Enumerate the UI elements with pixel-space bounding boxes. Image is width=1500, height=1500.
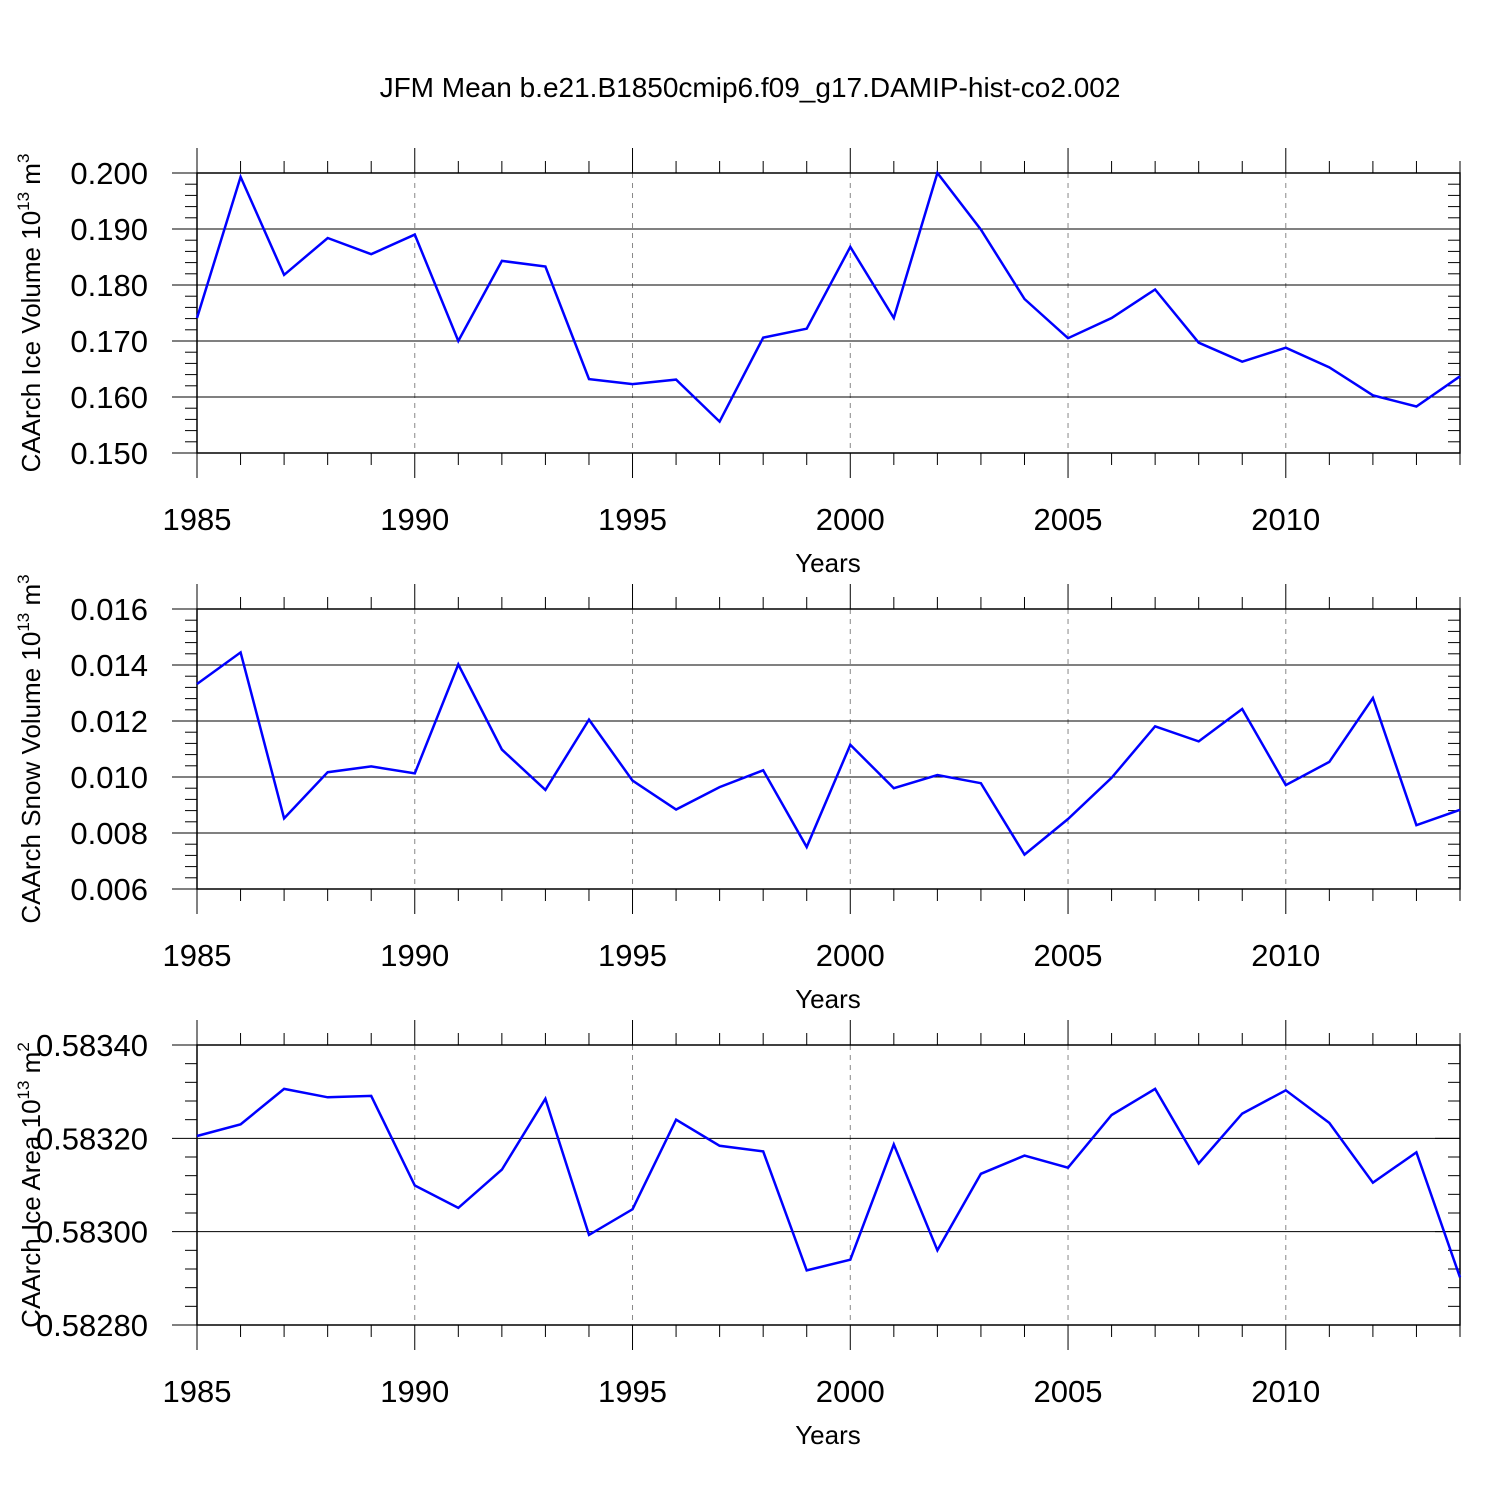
x-tick-label: 2005 — [1034, 1374, 1103, 1409]
y-tick-label: 0.200 — [70, 156, 148, 191]
x-tick-label: 1990 — [380, 502, 449, 537]
y-tick-label: 0.012 — [70, 704, 148, 739]
y-axis-title-text: CAArch Ice Volume 10 — [16, 211, 46, 473]
y-tick-label: 0.014 — [70, 648, 148, 683]
x-axis-title: Years — [795, 548, 861, 578]
x-tick-label: 1985 — [163, 1374, 232, 1409]
x-tick-label: 1990 — [380, 1374, 449, 1409]
ice-area-chart: 0.58280 0.58300 0.58320 0.58340 1985 1990 1995… — [14, 1020, 1462, 1450]
x-tick-label: 2010 — [1251, 938, 1320, 973]
y-tick-label: 0.006 — [70, 872, 148, 907]
x-tick-label: 1995 — [598, 502, 667, 537]
y-tick-label: 0.58280 — [36, 1308, 148, 1343]
y-tick-label: 0.150 — [70, 436, 148, 471]
ice-volume-chart: 0.150 0.160 0.170 0.180 0.190 0.200 1985 1990 19… — [14, 148, 1461, 578]
y-axis-title-unit-exponent: 3 — [14, 574, 33, 583]
y-tick-label: 0.58300 — [36, 1215, 148, 1250]
ice-area-panel: 0.58280 0.58300 0.58320 0.58340 1985 1990 1995… — [0, 1020, 1500, 1456]
snow-volume-chart: 0.006 0.008 0.010 0.012 0.014 0.016 1985 1990 19… — [14, 574, 1461, 1014]
y-axis-title-unit-exponent: 3 — [14, 154, 33, 163]
x-tick-label: 1995 — [598, 938, 667, 973]
x-tick-label: 2005 — [1034, 502, 1103, 537]
y-tick-label: 0.58340 — [36, 1028, 148, 1063]
y-tick-label: 0.010 — [70, 760, 148, 795]
x-tick-label: 2010 — [1251, 502, 1320, 537]
x-axis-title: Years — [795, 1420, 861, 1450]
snow-volume-panel: 0.006 0.008 0.010 0.012 0.014 0.016 1985 1990 19… — [0, 574, 1500, 1020]
x-tick-label: 1985 — [163, 502, 232, 537]
y-axis-title: CAArch Ice Volume 1013 m3 — [14, 154, 46, 473]
y-tick-label: 0.180 — [70, 268, 148, 303]
x-tick-label: 2010 — [1251, 1374, 1320, 1409]
x-tick-label: 2000 — [816, 1374, 885, 1409]
x-tick-label: 2000 — [816, 938, 885, 973]
series-line — [196, 650, 1461, 857]
y-tick-label: 0.008 — [70, 816, 148, 851]
x-axis-title: Years — [795, 984, 861, 1014]
plot-frame — [196, 608, 1461, 890]
y-tick-label: 0.016 — [70, 592, 148, 627]
x-tick-label: 2000 — [816, 502, 885, 537]
y-axis-title-text: CAArch Ice Area 10 — [16, 1099, 46, 1327]
series-line — [195, 170, 1461, 424]
y-axis-title-exponent: 13 — [14, 192, 33, 211]
y-tick-label: 0.160 — [70, 380, 148, 415]
y-axis-title-unit: m — [16, 163, 46, 192]
y-axis-title: CAArch Ice Area 1013 m2 — [14, 1042, 46, 1328]
y-axis-title-exponent: 13 — [14, 1081, 33, 1100]
x-tick-label: 1990 — [380, 938, 449, 973]
y-tick-label: 0.190 — [70, 212, 148, 247]
y-axis-title-text: CAArch Snow Volume 10 — [16, 632, 46, 924]
figure-title: JFM Mean b.e21.B1850cmip6.f09_g17.DAMIP-… — [379, 72, 1121, 103]
y-axis-title-unit-exponent: 2 — [14, 1042, 33, 1051]
y-tick-label: 0.58320 — [36, 1121, 148, 1156]
y-axis-title: CAArch Snow Volume 1013 m3 — [14, 574, 46, 923]
y-axis-title-unit: m — [16, 584, 46, 613]
plot-frame — [196, 172, 1461, 454]
y-axis-title-exponent: 13 — [14, 613, 33, 632]
ice-volume-panel: 0.150 0.160 0.170 0.180 0.190 0.200 1985 1990 19… — [0, 148, 1500, 584]
plot-frame — [196, 1044, 1461, 1326]
x-tick-label: 1985 — [163, 938, 232, 973]
x-tick-label: 1995 — [598, 1374, 667, 1409]
series-line — [196, 1087, 1462, 1278]
x-tick-label: 2005 — [1034, 938, 1103, 973]
y-tick-label: 0.170 — [70, 324, 148, 359]
y-axis-title-unit: m — [16, 1052, 46, 1081]
